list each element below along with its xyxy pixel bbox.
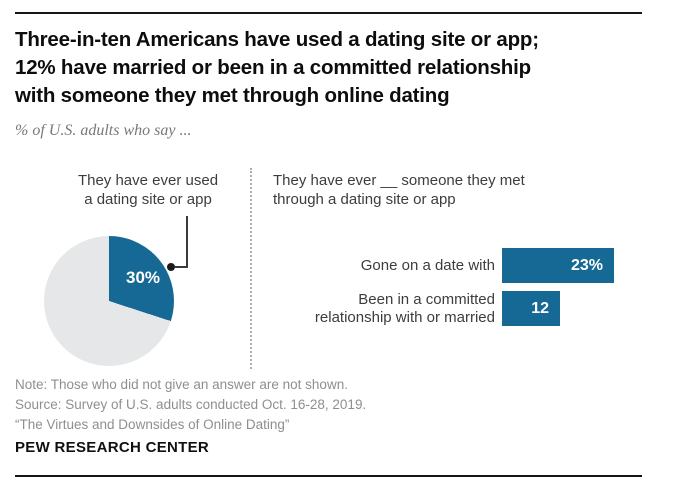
bar-category-label-line-1: Been in a committed <box>358 290 495 308</box>
note-text: Note: Those who did not give an answer a… <box>15 377 348 392</box>
pie-section-label-line-1: They have ever used <box>77 172 219 189</box>
report-title-text: “The Virtues and Downsides of Online Dat… <box>15 417 290 432</box>
chart-subtitle: % of U.S. adults who say ... <box>15 122 192 139</box>
bar-committed-married: 12 <box>502 291 560 326</box>
pie-section-label: They have ever used a dating site or app <box>52 171 244 209</box>
bottom-rule <box>15 475 642 477</box>
bar-value-label: 12 <box>531 299 549 317</box>
bar-section-label: They have ever __ someone they met throu… <box>273 171 593 209</box>
chart-title-line-1: Three-in-ten Americans have used a datin… <box>15 28 539 51</box>
bar-value-label: 23% <box>570 256 603 274</box>
top-rule <box>15 12 642 14</box>
chart-title: Three-in-ten Americans have used a datin… <box>15 26 539 110</box>
bar-category-label: Gone on a date with <box>270 248 495 283</box>
pie-slice-value-label: 30% <box>125 268 161 287</box>
bar-category-label: Been in a committed relationship with or… <box>270 291 495 326</box>
bar-category-label-text: Gone on a date with <box>360 256 495 274</box>
section-divider <box>250 168 252 369</box>
chart-title-line-2: 12% have married or been in a committed … <box>15 56 531 79</box>
callout-line-vertical <box>186 216 188 268</box>
chart-title-line-3: with someone they met through online dat… <box>15 84 450 107</box>
source-text: Source: Survey of U.S. adults conducted … <box>15 397 367 412</box>
bar-section-label-line-1: They have ever __ someone they met <box>273 172 525 189</box>
bar-category-label-text: Been in a committed relationship with or… <box>315 291 495 327</box>
pie-chart <box>44 236 174 366</box>
pew-research-center-wordmark: PEW RESEARCH CENTER <box>15 439 210 456</box>
callout-line-horizontal <box>175 266 188 268</box>
bar-section-label-line-2: through a dating site or app <box>273 191 456 208</box>
callout-dot <box>167 263 175 271</box>
bar-category-label-line-2: relationship with or married <box>314 308 495 326</box>
bar-gone-on-date: 23% <box>502 248 614 283</box>
pie-section-label-line-2: a dating site or app <box>84 191 212 208</box>
